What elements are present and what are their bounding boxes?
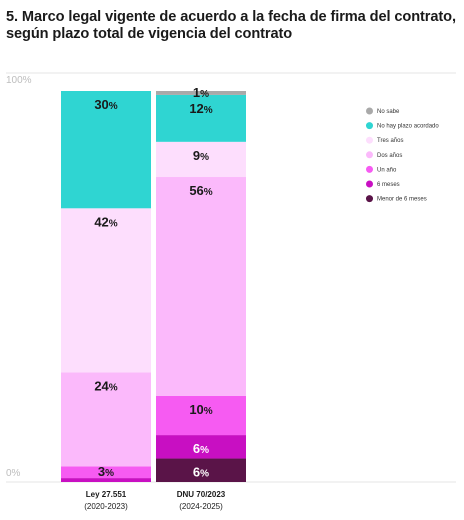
legend-swatch: [366, 122, 373, 130]
bar-segment: [61, 91, 151, 209]
bar-segment: [156, 435, 246, 459]
data-label: 12%: [189, 101, 212, 116]
data-label: 10%: [189, 402, 212, 417]
chart-title-line1: 5. Marco legal vigente de acuerdo a la f…: [6, 9, 456, 25]
bar-segment: [156, 141, 246, 178]
y-tick-label-0: 0%: [6, 468, 21, 479]
data-label: 6%: [193, 465, 209, 480]
legend-label: 6 meses: [377, 182, 400, 188]
legend-swatch: [366, 151, 373, 159]
legend-swatch: [366, 195, 373, 203]
data-label: 42%: [94, 214, 117, 229]
x-category-label: DNU 70/2023: [177, 490, 226, 499]
bar-segment: [61, 208, 151, 373]
data-label: 30%: [94, 97, 117, 112]
bar-segment: [61, 478, 151, 482]
bar-segment: [156, 91, 246, 95]
data-label: 9%: [193, 148, 209, 163]
x-category-label: Ley 27.551: [86, 490, 127, 499]
data-label: 3%: [98, 464, 114, 479]
legend-swatch: [366, 136, 373, 144]
y-tick-label-100: 100%: [6, 75, 32, 86]
x-category-sublabel: (2020-2023): [84, 502, 128, 511]
chart-title: 5. Marco legal vigente de acuerdo a la f…: [6, 9, 458, 43]
legend-label: Menor de 6 meses: [377, 197, 427, 203]
bar-segment: [61, 372, 151, 467]
bar-segment: [156, 395, 246, 436]
bar-segment: [156, 177, 246, 396]
data-label: 24%: [94, 379, 117, 394]
legend-label: Tres años: [377, 138, 403, 144]
legend-label: No sabe: [377, 109, 400, 115]
bar-segment: [156, 458, 246, 482]
chart-title-line2: según plazo total de vigencia del contra…: [6, 26, 293, 42]
bar-segment: [61, 466, 151, 479]
x-category-sublabel: (2024-2025): [179, 502, 223, 511]
legend-swatch: [366, 180, 373, 188]
legend-label: No hay plazo acordado: [377, 124, 439, 130]
data-label: 6%: [193, 441, 209, 456]
legend-swatch: [366, 165, 373, 173]
data-label: 1%: [193, 85, 209, 100]
legend-label: Un año: [377, 167, 397, 173]
bar-segment: [156, 94, 246, 142]
data-label: 56%: [189, 183, 212, 198]
legend-label: Dos años: [377, 153, 402, 159]
legend-swatch: [366, 107, 373, 115]
